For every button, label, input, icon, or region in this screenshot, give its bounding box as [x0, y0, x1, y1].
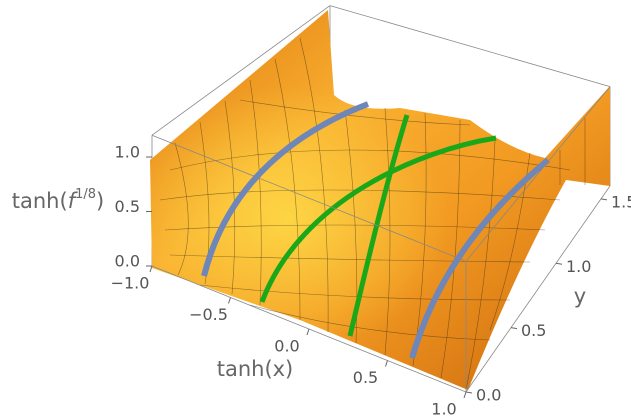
z-tick-label: 0.5	[115, 197, 140, 216]
box-edge	[329, 5, 611, 87]
y-tick	[555, 262, 563, 265]
z-title-var: f	[68, 189, 79, 213]
z-title-part: tanh(	[12, 189, 68, 213]
box-edge	[151, 5, 331, 136]
x-tick	[228, 297, 231, 304]
y-tick-label: 0.5	[521, 321, 546, 340]
blue-curve	[201, 101, 370, 277]
y-tick	[600, 198, 608, 201]
x-tick-label: 1.0	[431, 400, 456, 417]
y-tick-label: 0.0	[476, 386, 501, 405]
z-tick-label: 1.0	[115, 143, 140, 162]
y-axis-title: y	[574, 284, 586, 308]
x-tick-label: 0.5	[353, 368, 378, 387]
x-tick-label: −1.0	[111, 274, 150, 293]
x-tick	[463, 391, 467, 399]
y-tick	[510, 327, 518, 330]
z-title-part: )	[96, 189, 104, 213]
x-axis-title: tanh(x)	[217, 357, 294, 381]
z-tick-label: 0.0	[115, 252, 140, 271]
green-curve	[259, 135, 497, 303]
x-tick	[385, 360, 388, 367]
z-title-sup: 1/8	[75, 187, 96, 202]
y-tick-label: 1.0	[566, 257, 591, 276]
x-tick-label: 0.0	[274, 337, 299, 356]
green-curve	[347, 114, 410, 337]
x-tick-label: −0.5	[189, 305, 228, 324]
y-tick-label: 1.5	[611, 192, 631, 211]
box-edge	[465, 86, 611, 262]
surface	[150, 10, 610, 391]
box-edge	[151, 134, 467, 262]
y-tick	[465, 391, 473, 394]
blue-curve	[409, 157, 550, 359]
z-axis-title: tanh(f1/8)	[12, 187, 104, 214]
x-tick	[149, 265, 153, 273]
x-tick	[306, 328, 310, 336]
y-axis	[465, 185, 611, 393]
axes: −1.0 −0.5 0.0 0.5 1.0 0.0 0.5 1.0 1.5 0.0 0.5 1.0	[111, 86, 631, 417]
